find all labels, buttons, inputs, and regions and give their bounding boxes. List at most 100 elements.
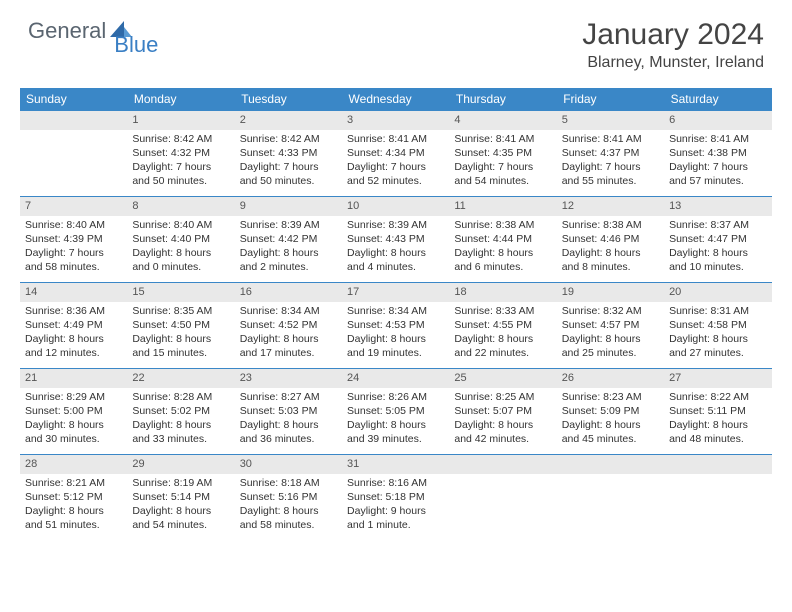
dl2-text: and 57 minutes. [669, 174, 766, 188]
calendar-cell: 1Sunrise: 8:42 AMSunset: 4:32 PMDaylight… [127, 111, 234, 197]
dl2-text: and 4 minutes. [347, 260, 444, 274]
day-number: 17 [342, 283, 449, 302]
calendar-cell: 20Sunrise: 8:31 AMSunset: 4:58 PMDayligh… [664, 283, 771, 369]
cell-body: Sunrise: 8:34 AMSunset: 4:52 PMDaylight:… [235, 302, 342, 365]
sunrise-text: Sunrise: 8:27 AM [240, 390, 337, 404]
sunset-text: Sunset: 5:16 PM [240, 490, 337, 504]
location-text: Blarney, Munster, Ireland [582, 54, 764, 72]
sunset-text: Sunset: 4:49 PM [25, 318, 122, 332]
sunrise-text: Sunrise: 8:28 AM [132, 390, 229, 404]
sunset-text: Sunset: 5:09 PM [562, 404, 659, 418]
dl2-text: and 15 minutes. [132, 346, 229, 360]
sunrise-text: Sunrise: 8:22 AM [669, 390, 766, 404]
sunrise-text: Sunrise: 8:32 AM [562, 304, 659, 318]
calendar-cell: 19Sunrise: 8:32 AMSunset: 4:57 PMDayligh… [557, 283, 664, 369]
cell-body: Sunrise: 8:35 AMSunset: 4:50 PMDaylight:… [127, 302, 234, 365]
dl2-text: and 25 minutes. [562, 346, 659, 360]
dl1-text: Daylight: 8 hours [132, 246, 229, 260]
dl2-text: and 58 minutes. [25, 260, 122, 274]
sunrise-text: Sunrise: 8:41 AM [669, 132, 766, 146]
calendar-cell: 31Sunrise: 8:16 AMSunset: 5:18 PMDayligh… [342, 455, 449, 541]
calendar-cell: 13Sunrise: 8:37 AMSunset: 4:47 PMDayligh… [664, 197, 771, 283]
sunrise-text: Sunrise: 8:39 AM [347, 218, 444, 232]
dl1-text: Daylight: 8 hours [240, 504, 337, 518]
day-number: 1 [127, 111, 234, 130]
dl1-text: Daylight: 8 hours [240, 246, 337, 260]
calendar-cell: 30Sunrise: 8:18 AMSunset: 5:16 PMDayligh… [235, 455, 342, 541]
sunrise-text: Sunrise: 8:38 AM [454, 218, 551, 232]
page-title: January 2024 [582, 18, 764, 52]
cell-body: Sunrise: 8:32 AMSunset: 4:57 PMDaylight:… [557, 302, 664, 365]
dl2-text: and 50 minutes. [240, 174, 337, 188]
cell-body: Sunrise: 8:42 AMSunset: 4:32 PMDaylight:… [127, 130, 234, 193]
dl1-text: Daylight: 8 hours [240, 332, 337, 346]
day-number: 2 [235, 111, 342, 130]
cell-body: Sunrise: 8:28 AMSunset: 5:02 PMDaylight:… [127, 388, 234, 451]
dl1-text: Daylight: 8 hours [562, 332, 659, 346]
dl1-text: Daylight: 8 hours [347, 418, 444, 432]
sunrise-text: Sunrise: 8:16 AM [347, 476, 444, 490]
dl1-text: Daylight: 7 hours [669, 160, 766, 174]
dl2-text: and 17 minutes. [240, 346, 337, 360]
calendar-cell: 24Sunrise: 8:26 AMSunset: 5:05 PMDayligh… [342, 369, 449, 455]
sunrise-text: Sunrise: 8:34 AM [240, 304, 337, 318]
sunset-text: Sunset: 4:53 PM [347, 318, 444, 332]
sunset-text: Sunset: 5:18 PM [347, 490, 444, 504]
day-number: 10 [342, 197, 449, 216]
sunset-text: Sunset: 4:46 PM [562, 232, 659, 246]
cell-body: Sunrise: 8:27 AMSunset: 5:03 PMDaylight:… [235, 388, 342, 451]
dl2-text: and 12 minutes. [25, 346, 122, 360]
calendar-cell: 29Sunrise: 8:19 AMSunset: 5:14 PMDayligh… [127, 455, 234, 541]
sunrise-text: Sunrise: 8:26 AM [347, 390, 444, 404]
calendar-cell: 10Sunrise: 8:39 AMSunset: 4:43 PMDayligh… [342, 197, 449, 283]
day-number: 8 [127, 197, 234, 216]
sunset-text: Sunset: 5:07 PM [454, 404, 551, 418]
day-number [557, 455, 664, 474]
weekday-header: Friday [557, 88, 664, 111]
calendar-cell: 17Sunrise: 8:34 AMSunset: 4:53 PMDayligh… [342, 283, 449, 369]
sunrise-text: Sunrise: 8:33 AM [454, 304, 551, 318]
dl2-text: and 50 minutes. [132, 174, 229, 188]
logo-text-blue: Blue [114, 32, 158, 58]
calendar-cell: 8Sunrise: 8:40 AMSunset: 4:40 PMDaylight… [127, 197, 234, 283]
sunset-text: Sunset: 5:14 PM [132, 490, 229, 504]
sunset-text: Sunset: 4:57 PM [562, 318, 659, 332]
day-number: 31 [342, 455, 449, 474]
logo-text-general: General [28, 18, 106, 44]
sunset-text: Sunset: 4:47 PM [669, 232, 766, 246]
calendar-cell: 25Sunrise: 8:25 AMSunset: 5:07 PMDayligh… [449, 369, 556, 455]
cell-body: Sunrise: 8:39 AMSunset: 4:43 PMDaylight:… [342, 216, 449, 279]
cell-body: Sunrise: 8:21 AMSunset: 5:12 PMDaylight:… [20, 474, 127, 537]
sunrise-text: Sunrise: 8:29 AM [25, 390, 122, 404]
cell-body: Sunrise: 8:38 AMSunset: 4:44 PMDaylight:… [449, 216, 556, 279]
dl1-text: Daylight: 8 hours [25, 418, 122, 432]
day-number: 15 [127, 283, 234, 302]
dl1-text: Daylight: 8 hours [562, 418, 659, 432]
calendar-cell: 23Sunrise: 8:27 AMSunset: 5:03 PMDayligh… [235, 369, 342, 455]
cell-body: Sunrise: 8:29 AMSunset: 5:00 PMDaylight:… [20, 388, 127, 451]
calendar-cell: 21Sunrise: 8:29 AMSunset: 5:00 PMDayligh… [20, 369, 127, 455]
sunset-text: Sunset: 4:50 PM [132, 318, 229, 332]
sunset-text: Sunset: 4:42 PM [240, 232, 337, 246]
dl1-text: Daylight: 7 hours [132, 160, 229, 174]
cell-body: Sunrise: 8:25 AMSunset: 5:07 PMDaylight:… [449, 388, 556, 451]
cell-body: Sunrise: 8:23 AMSunset: 5:09 PMDaylight:… [557, 388, 664, 451]
day-number: 28 [20, 455, 127, 474]
dl2-text: and 42 minutes. [454, 432, 551, 446]
dl1-text: Daylight: 8 hours [669, 418, 766, 432]
dl2-text: and 39 minutes. [347, 432, 444, 446]
calendar-cell: 3Sunrise: 8:41 AMSunset: 4:34 PMDaylight… [342, 111, 449, 197]
sunset-text: Sunset: 4:44 PM [454, 232, 551, 246]
cell-body: Sunrise: 8:36 AMSunset: 4:49 PMDaylight:… [20, 302, 127, 365]
calendar-cell: 6Sunrise: 8:41 AMSunset: 4:38 PMDaylight… [664, 111, 771, 197]
dl1-text: Daylight: 8 hours [669, 246, 766, 260]
day-number: 7 [20, 197, 127, 216]
day-number: 20 [664, 283, 771, 302]
dl1-text: Daylight: 7 hours [347, 160, 444, 174]
sunset-text: Sunset: 4:40 PM [132, 232, 229, 246]
dl2-text: and 58 minutes. [240, 518, 337, 532]
day-number: 6 [664, 111, 771, 130]
dl1-text: Daylight: 8 hours [669, 332, 766, 346]
day-number: 14 [20, 283, 127, 302]
calendar-cell: 27Sunrise: 8:22 AMSunset: 5:11 PMDayligh… [664, 369, 771, 455]
